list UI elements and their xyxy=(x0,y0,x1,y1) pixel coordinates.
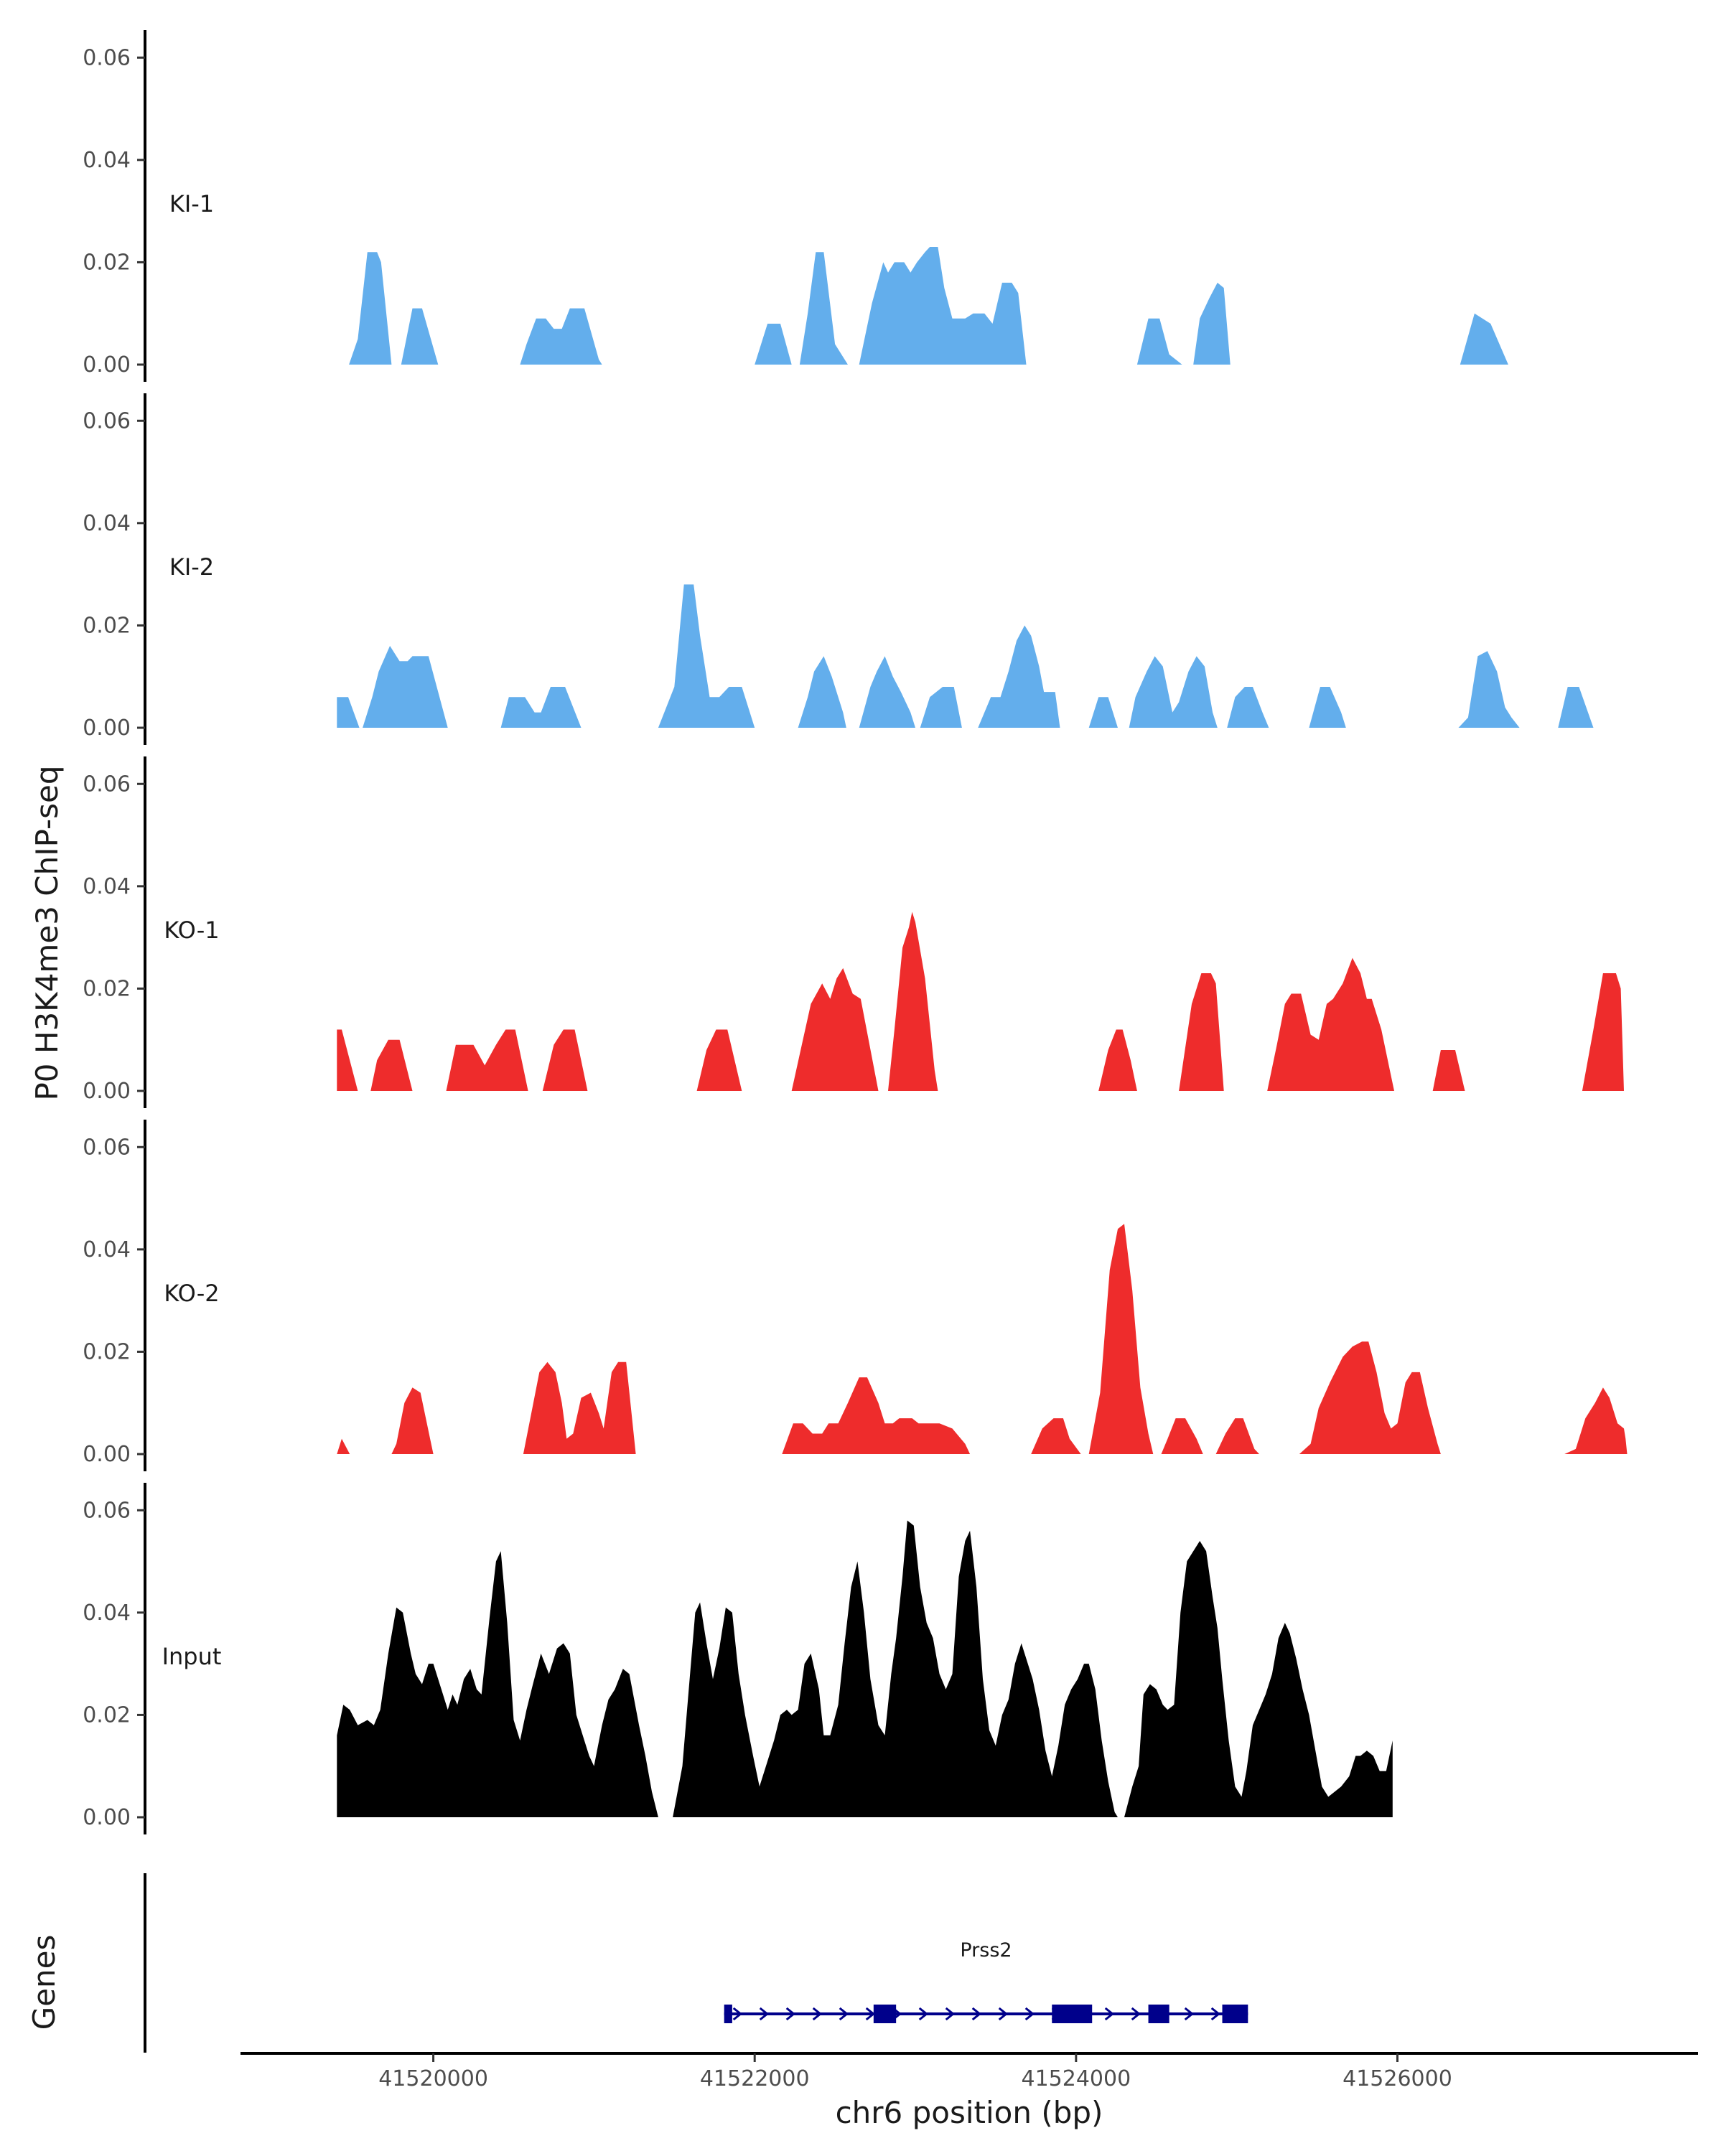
x-axis-title: chr6 position (bp) xyxy=(836,2095,1103,2130)
gene-prss2: Prss2 xyxy=(724,1939,1248,2023)
y-tick-label-input: 0.02 xyxy=(83,1702,131,1728)
gene-exon xyxy=(873,2005,897,2023)
track-label-ko-1: KO-1 xyxy=(164,917,219,944)
track-label-ki-1: KI-1 xyxy=(169,190,214,217)
y-tick-label-input: 0.04 xyxy=(83,1600,131,1626)
x-tick-label: 41522000 xyxy=(700,2066,810,2091)
strand-arrow-icon xyxy=(732,2007,743,2021)
y-tick-label-ki-1: 0.04 xyxy=(83,148,131,173)
y-tick-label-ko-1: 0.04 xyxy=(83,874,131,899)
gene-exon xyxy=(724,2005,732,2023)
y-tick-label-ko-2: 0.00 xyxy=(83,1442,131,1467)
y-tick-label-ki-1: 0.00 xyxy=(83,352,131,378)
y-tick-label-ko-2: 0.02 xyxy=(83,1339,131,1364)
coverage-area-ki-1 xyxy=(349,247,1613,365)
strand-arrow-icon xyxy=(971,2007,982,2021)
y-tick-label-ko-1: 0.02 xyxy=(83,976,131,1001)
strand-arrow-icon xyxy=(839,2007,849,2021)
strand-arrow-icon xyxy=(945,2007,956,2021)
coverage-area-input xyxy=(337,1520,1393,1817)
y-tick-label-input: 0.06 xyxy=(83,1498,131,1523)
y-tick-label-ki-1: 0.06 xyxy=(83,45,131,70)
strand-arrow-icon xyxy=(812,2007,823,2021)
coverage-area-ko-1 xyxy=(337,911,1624,1091)
strand-arrow-icon xyxy=(998,2007,1009,2021)
strand-arrow-icon xyxy=(1210,2007,1221,2021)
gene-exon xyxy=(1052,2005,1093,2023)
y-tick-label-ko-1: 0.00 xyxy=(83,1079,131,1104)
strand-arrow-icon xyxy=(759,2007,770,2021)
y-tick-label-ki-2: 0.02 xyxy=(83,613,131,638)
genes-panel: Genes Prss2 xyxy=(27,1873,1248,2053)
gene-name-label: Prss2 xyxy=(960,1939,1012,1962)
y-tick-label-ko-2: 0.06 xyxy=(83,1135,131,1160)
x-tick-label: 41526000 xyxy=(1343,2066,1452,2091)
gene-exon xyxy=(1148,2005,1169,2023)
y-tick-label-ko-2: 0.04 xyxy=(83,1237,131,1262)
track-label-input: Input xyxy=(162,1643,222,1670)
x-ticks: 41520000 41522000 41524000 41526000 xyxy=(378,2053,1452,2091)
y-tick-label-input: 0.00 xyxy=(83,1805,131,1830)
x-tick-label: 41524000 xyxy=(1021,2066,1131,2091)
y-tick-label-ko-1: 0.06 xyxy=(83,772,131,797)
coverage-area-ki-2 xyxy=(337,584,1594,728)
track-ki-1: 0.00 0.02 0.04 0.06 KI-1 xyxy=(83,30,1613,382)
strand-arrow-icon xyxy=(918,2007,929,2021)
genes-axis-title: Genes xyxy=(27,1935,62,2030)
gene-models: Prss2 xyxy=(724,1939,1248,2023)
track-label-ko-2: KO-2 xyxy=(164,1280,219,1307)
x-tick-label: 41520000 xyxy=(378,2066,488,2091)
strand-arrow-icon xyxy=(1024,2007,1035,2021)
track-ko-1: 0.00 0.02 0.04 0.06 KO-1 xyxy=(83,756,1624,1108)
track-ki-2: 0.00 0.02 0.04 0.06 KI-2 xyxy=(83,393,1594,745)
y-axis-title: P0 H3K4me3 ChIP-seq xyxy=(29,765,65,1100)
coverage-tracks: 0.00 0.02 0.04 0.06 KI-1 0.00 0.02 0.04 0.06 KI-2… xyxy=(83,30,1628,1834)
track-input: 0.00 0.02 0.04 0.06 Input xyxy=(83,1483,1393,1834)
strand-arrow-icon xyxy=(1131,2007,1141,2021)
y-tick-label-ki-2: 0.00 xyxy=(83,716,131,741)
y-tick-label-ki-1: 0.02 xyxy=(83,250,131,275)
x-axis: 41520000 41522000 41524000 41526000 chr6 po… xyxy=(241,2052,1698,2130)
coverage-area-ko-2 xyxy=(337,1224,1628,1454)
y-tick-label-ki-2: 0.06 xyxy=(83,408,131,433)
gene-exon xyxy=(1222,2005,1248,2023)
y-tick-label-ki-2: 0.04 xyxy=(83,511,131,536)
track-ko-2: 0.00 0.02 0.04 0.06 KO-2 xyxy=(83,1120,1628,1471)
strand-arrow-icon xyxy=(1104,2007,1115,2021)
strand-arrow-icon xyxy=(865,2007,876,2021)
track-label-ki-2: KI-2 xyxy=(169,553,214,581)
strand-arrow-icon xyxy=(1184,2007,1195,2021)
strand-arrow-icon xyxy=(785,2007,796,2021)
